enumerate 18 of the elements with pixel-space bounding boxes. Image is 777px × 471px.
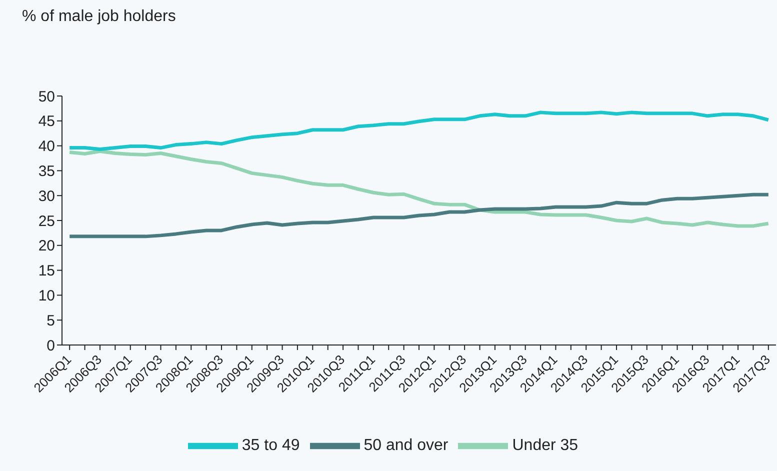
y-tick-label: 20 xyxy=(38,238,55,255)
line-series xyxy=(68,192,770,238)
legend-label: Under 35 xyxy=(512,437,578,454)
y-tick-label: 0 xyxy=(46,337,55,354)
y-tick-label: 35 xyxy=(38,163,55,180)
y-tick-label: 30 xyxy=(38,188,55,205)
y-tick-label: 45 xyxy=(38,113,55,130)
y-axis-title: % of male job holders xyxy=(22,8,176,26)
y-tick-label: 50 xyxy=(38,88,55,106)
legend-label: 50 and over xyxy=(364,437,448,454)
y-tick-label: 5 xyxy=(46,312,55,330)
y-tick-label: 40 xyxy=(38,138,55,156)
y-tick-label: 25 xyxy=(38,212,55,230)
line-series xyxy=(68,110,770,152)
legend-label: 35 to 49 xyxy=(242,437,300,454)
y-tick-label: 10 xyxy=(38,288,55,305)
line-series xyxy=(68,150,770,228)
y-tick-label: 15 xyxy=(38,262,55,280)
